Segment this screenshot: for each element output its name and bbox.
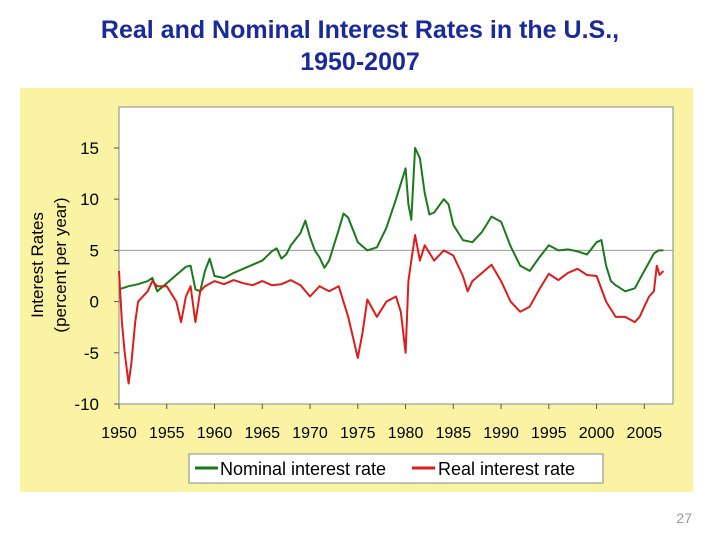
legend-box (188, 453, 604, 484)
plot-area (118, 106, 674, 405)
x-tick-label: 1985 (436, 425, 472, 442)
x-tick-label: 1980 (388, 425, 424, 442)
x-tick-label: 2005 (627, 425, 663, 442)
y-tick-label: -5 (84, 344, 99, 363)
y-tick-label: 0 (90, 293, 99, 312)
real-rate-line (118, 234, 665, 385)
x-tick-label: 1975 (340, 425, 376, 442)
chart-legend: Nominal interest rate Real interest rate (188, 453, 604, 484)
legend-label-nominal: Nominal interest rate (220, 459, 386, 479)
y-tick-label: 5 (90, 241, 99, 260)
legend-label-real: Real interest rate (438, 459, 575, 479)
x-tick-label: 1965 (244, 425, 280, 442)
page-number: 27 (676, 510, 692, 526)
x-tick-label: 2000 (579, 425, 615, 442)
slide-title: Real and Nominal Interest Rates in the U… (0, 14, 720, 78)
y-tick-label: 10 (80, 190, 99, 209)
y-axis-label-line-1: Interest Rates (28, 212, 47, 318)
y-tick-label: -10 (74, 395, 99, 414)
series-layer (118, 147, 665, 385)
y-tick-label: 15 (80, 139, 99, 158)
x-tick-label: 1995 (531, 425, 567, 442)
x-tick-label: 1990 (483, 425, 519, 442)
x-tick-label: 1960 (197, 425, 233, 442)
x-tick-label: 1970 (292, 425, 328, 442)
slide-title-line-2: 1950-2007 (300, 48, 420, 76)
y-axis-label-line-2: (percent per year) (51, 197, 70, 332)
y-axis-label: Interest Rates (percent per year) (28, 197, 70, 332)
x-tick-label: 1950 (101, 425, 137, 442)
nominal-rate-line (118, 147, 664, 293)
x-tick-label: 1955 (149, 425, 185, 442)
slide-title-line-1: Real and Nominal Interest Rates in the U… (100, 16, 620, 44)
